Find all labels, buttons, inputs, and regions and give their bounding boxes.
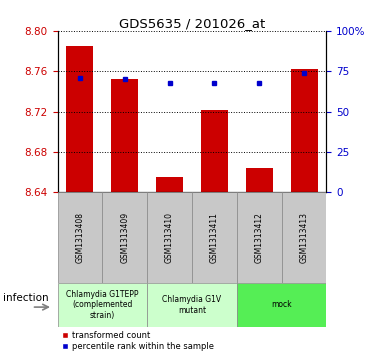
Bar	[58, 192, 102, 283]
Text: mock: mock	[271, 301, 292, 309]
Bar	[237, 283, 326, 327]
Text: GSM1313412: GSM1313412	[255, 212, 264, 263]
Bar	[58, 283, 147, 327]
Text: GSM1313409: GSM1313409	[120, 212, 129, 263]
Bar	[102, 192, 147, 283]
Bar	[147, 192, 192, 283]
Text: Chlamydia G1TEPP
(complemented
strain): Chlamydia G1TEPP (complemented strain)	[66, 290, 139, 320]
Bar	[282, 192, 326, 283]
Text: GSM1313411: GSM1313411	[210, 212, 219, 263]
Text: infection: infection	[3, 293, 49, 303]
Bar	[66, 46, 93, 192]
Bar	[237, 192, 282, 283]
Legend: transformed count, percentile rank within the sample: transformed count, percentile rank withi…	[62, 331, 214, 351]
Text: GSM1313413: GSM1313413	[299, 212, 309, 263]
Bar	[147, 283, 237, 327]
Bar	[201, 110, 228, 192]
Bar	[111, 79, 138, 192]
Title: GDS5635 / 201026_at: GDS5635 / 201026_at	[119, 17, 265, 30]
Bar	[192, 192, 237, 283]
Text: GSM1313408: GSM1313408	[75, 212, 85, 263]
Bar	[246, 168, 273, 192]
Text: Chlamydia G1V
mutant: Chlamydia G1V mutant	[162, 295, 221, 315]
Bar	[156, 177, 183, 192]
Text: GSM1313410: GSM1313410	[165, 212, 174, 263]
Bar	[290, 69, 318, 192]
